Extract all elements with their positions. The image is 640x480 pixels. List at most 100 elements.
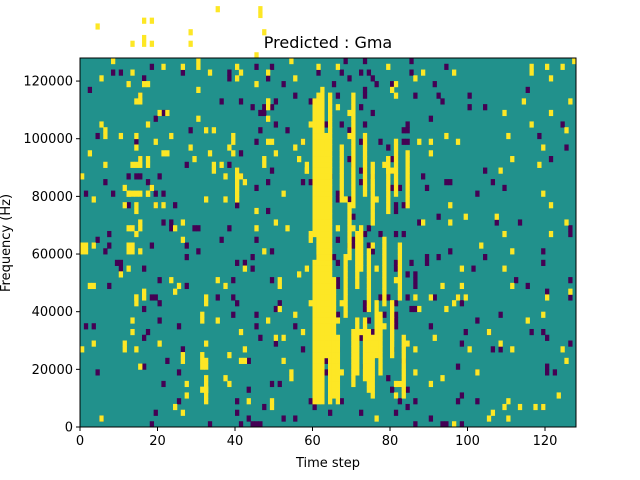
heatmap-cell-high	[126, 242, 131, 249]
heatmap-cell-low	[490, 346, 496, 353]
heatmap-cell-high	[355, 334, 360, 341]
heatmap-cell-high	[382, 259, 387, 266]
heatmap-cell-low	[281, 81, 286, 88]
heatmap-cell-high	[312, 271, 317, 278]
heatmap-cell-high	[316, 375, 321, 382]
heatmap-cell-high	[227, 380, 232, 388]
heatmap-cell-high	[227, 352, 232, 359]
heatmap-cell-low	[258, 127, 263, 134]
heatmap-cell-high	[130, 69, 135, 76]
heatmap-cell-high	[390, 305, 395, 313]
heatmap-cell-high	[545, 63, 550, 70]
heatmap-cell-high	[339, 179, 344, 186]
heatmap-cell-high	[374, 415, 379, 422]
heatmap-cell-high	[312, 144, 317, 151]
heatmap-cell-high	[134, 132, 139, 140]
heatmap-cell-high	[320, 398, 325, 405]
heatmap-cell-low	[560, 121, 565, 128]
heatmap-cell-low	[386, 294, 391, 301]
heatmap-cell-high	[351, 98, 356, 105]
heatmap-cell-high	[320, 121, 325, 128]
heatmap-cell-high	[386, 167, 391, 174]
heatmap-cell-high	[316, 311, 321, 318]
heatmap-cell-low	[161, 380, 166, 388]
heatmap-cell-high	[502, 109, 507, 117]
heatmap-cell-low	[161, 109, 166, 117]
heatmap-cell-high	[362, 138, 368, 145]
heatmap-cell-high	[486, 415, 492, 422]
heatmap-cell-high	[351, 225, 356, 232]
heatmap-cell-high	[242, 357, 248, 364]
heatmap-cell-high	[320, 294, 325, 301]
heatmap-cell-high	[130, 225, 135, 232]
heatmap-cell-high	[343, 254, 348, 261]
heatmap-cell-low	[366, 317, 372, 324]
heatmap-cell-low	[432, 294, 437, 301]
heatmap-cell-low	[421, 173, 426, 180]
heatmap-cell-high	[502, 403, 507, 411]
heatmap-cell-high	[130, 242, 135, 249]
heatmap-cell-high	[378, 363, 383, 370]
heatmap-cell-high	[339, 144, 344, 151]
heatmap-cell-high	[351, 346, 356, 353]
heatmap-cell-high	[494, 213, 499, 220]
heatmap-cell-high	[510, 248, 515, 255]
heatmap-cell-high	[397, 265, 403, 272]
heatmap-cell-high	[320, 380, 325, 388]
heatmap-cell-high	[328, 294, 333, 301]
heatmap-cell-high	[316, 288, 321, 295]
heatmap-cell-high	[386, 184, 391, 192]
heatmap-cell-high	[142, 81, 147, 88]
heatmap-cell-low	[390, 184, 395, 192]
heatmap-cell-high	[463, 294, 468, 301]
heatmap-cell-high	[316, 213, 321, 220]
heatmap-cell-high	[165, 150, 170, 157]
heatmap-cell-low	[517, 219, 523, 226]
heatmap-cell-high	[355, 328, 360, 336]
heatmap-cell-high	[393, 173, 399, 180]
heatmap-cell-low	[176, 323, 182, 330]
heatmap-cell-high	[362, 346, 368, 353]
heatmap-cell-high	[324, 346, 329, 353]
heatmap-cell-high	[126, 81, 131, 88]
heatmap-cell-high	[204, 386, 209, 393]
heatmap-cell-high	[328, 352, 333, 359]
x-tick-label: 100	[455, 434, 480, 449]
heatmap-cell-high	[331, 380, 337, 388]
heatmap-cell-high	[316, 254, 321, 261]
heatmap-cell-high	[91, 242, 96, 249]
heatmap-cell-low	[444, 63, 449, 70]
heatmap-cell-low	[428, 115, 434, 122]
heatmap-cell-high	[328, 288, 333, 295]
heatmap-cell-high	[343, 282, 348, 290]
heatmap-cell-low	[339, 121, 344, 128]
heatmap-cell-high	[83, 248, 89, 255]
heatmap-cell-low	[250, 421, 255, 428]
heatmap-cell-low	[370, 75, 375, 82]
heatmap-cell-high	[324, 219, 329, 226]
heatmap-cell-high	[316, 127, 321, 134]
heatmap-cell-high	[328, 121, 333, 128]
heatmap-cell-high	[362, 184, 368, 192]
heatmap-cell-low	[149, 242, 155, 249]
heatmap-cell-high	[312, 369, 317, 376]
heatmap-cell-low	[401, 202, 406, 209]
heatmap-cell-high	[393, 392, 399, 399]
heatmap-cell-low	[273, 340, 279, 347]
heatmap-cell-high	[316, 225, 321, 232]
heatmap-cell-high	[401, 346, 406, 353]
heatmap-cell-high	[227, 144, 232, 151]
heatmap-cell-high	[362, 352, 368, 359]
heatmap-cell-high	[428, 294, 434, 301]
heatmap-cell-high	[328, 277, 333, 284]
heatmap-cell-high	[355, 242, 360, 249]
heatmap-cell-low	[359, 138, 364, 145]
heatmap-cell-high	[223, 196, 228, 203]
heatmap-cell-low	[111, 69, 116, 76]
heatmap-cell-high	[401, 363, 406, 370]
heatmap-cell-high	[343, 305, 348, 313]
heatmap-cell-high	[308, 236, 313, 243]
heatmap-cell-high	[335, 317, 341, 324]
heatmap-cell-high	[324, 305, 329, 313]
heatmap-cell-low	[409, 58, 414, 65]
